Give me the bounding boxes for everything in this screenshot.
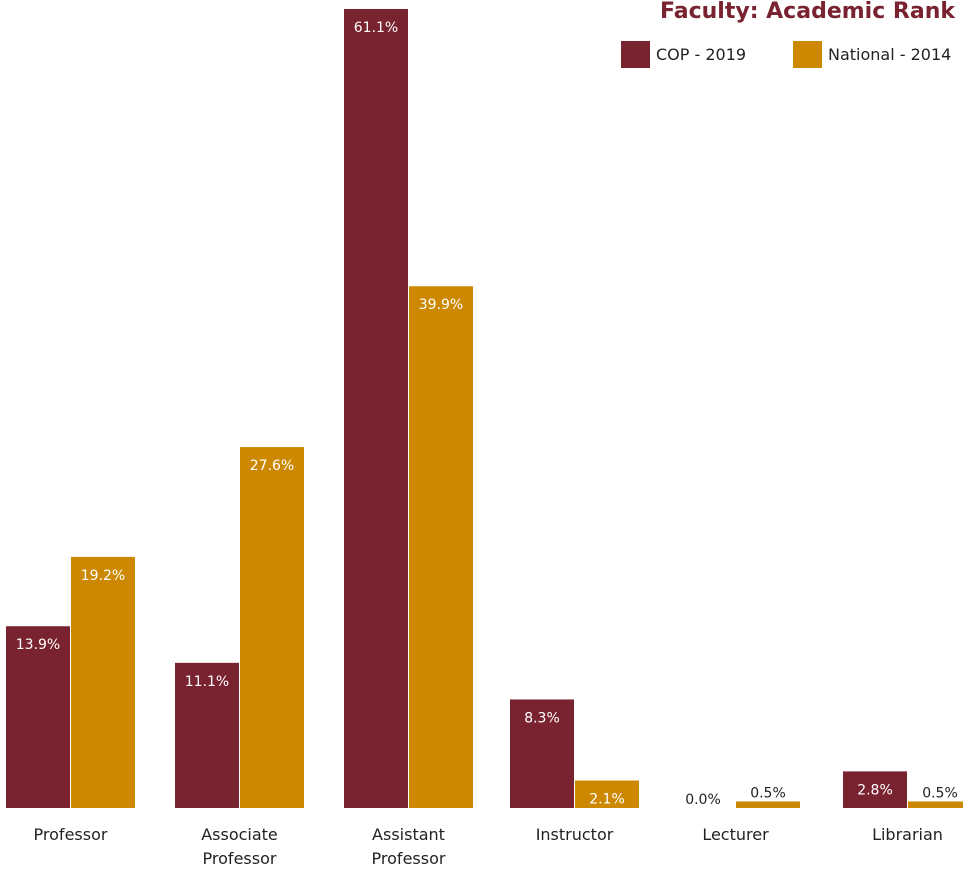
- value-label-professor-cop-2019: 13.9%: [16, 637, 60, 653]
- value-labels-layer: 13.9% 19.2% 11.1% 27.6% 61.1% 39.9% 8.3% 2.1% 0.…: [16, 20, 958, 808]
- legend: COP - 2019 National - 2014: [621, 41, 951, 68]
- value-label-lecturer-national-2014: 0.5%: [750, 785, 786, 801]
- category-label-assistant-professor: Assistant Professor: [372, 825, 446, 868]
- value-label-instructor-national-2014: 2.1%: [589, 792, 625, 808]
- bar-associate-professor-national-2014: [240, 447, 304, 808]
- bar-associate-professor-cop-2019: [175, 662, 239, 808]
- category-label-lecturer: Lecturer: [702, 825, 769, 844]
- bar-librarian-national-2014: [908, 801, 963, 808]
- bar-assistant-professor-cop-2019: [344, 9, 408, 808]
- category-labels-layer: Professor Associate Professor Assistant Prof…: [34, 825, 943, 868]
- bar-professor-national-2014: [71, 556, 135, 808]
- value-label-associate-professor-national-2014: 27.6%: [250, 458, 294, 474]
- legend-label-national: National - 2014: [828, 45, 951, 64]
- bar-lecturer-national-2014: [736, 801, 800, 808]
- bar-librarian-cop-2019: [843, 771, 907, 808]
- bar-instructor-cop-2019: [510, 699, 574, 808]
- value-label-professor-national-2014: 19.2%: [81, 568, 125, 584]
- bar-professor-cop-2019: [6, 626, 70, 808]
- value-label-associate-professor-cop-2019: 11.1%: [185, 674, 229, 690]
- bars-layer: [6, 9, 963, 808]
- value-label-lecturer-cop-2019: 0.0%: [685, 792, 721, 808]
- legend-swatch-national: [793, 41, 822, 68]
- category-label-instructor: Instructor: [536, 825, 614, 844]
- chart-title: Faculty: Academic Rank: [660, 0, 956, 24]
- category-label-librarian: Librarian: [872, 825, 943, 844]
- bar-assistant-professor-national-2014: [409, 286, 473, 808]
- value-label-librarian-cop-2019: 2.8%: [857, 782, 893, 798]
- value-label-assistant-professor-cop-2019: 61.1%: [354, 20, 398, 36]
- value-label-assistant-professor-national-2014: 39.9%: [419, 297, 463, 313]
- legend-label-cop: COP - 2019: [656, 45, 746, 64]
- category-label-professor: Professor: [34, 825, 108, 844]
- category-label-associate-professor: Associate Professor: [201, 825, 278, 868]
- legend-swatch-cop: [621, 41, 650, 68]
- bar-instructor-national-2014: [575, 780, 639, 808]
- value-label-instructor-cop-2019: 8.3%: [524, 710, 560, 726]
- value-label-librarian-national-2014: 0.5%: [922, 785, 958, 801]
